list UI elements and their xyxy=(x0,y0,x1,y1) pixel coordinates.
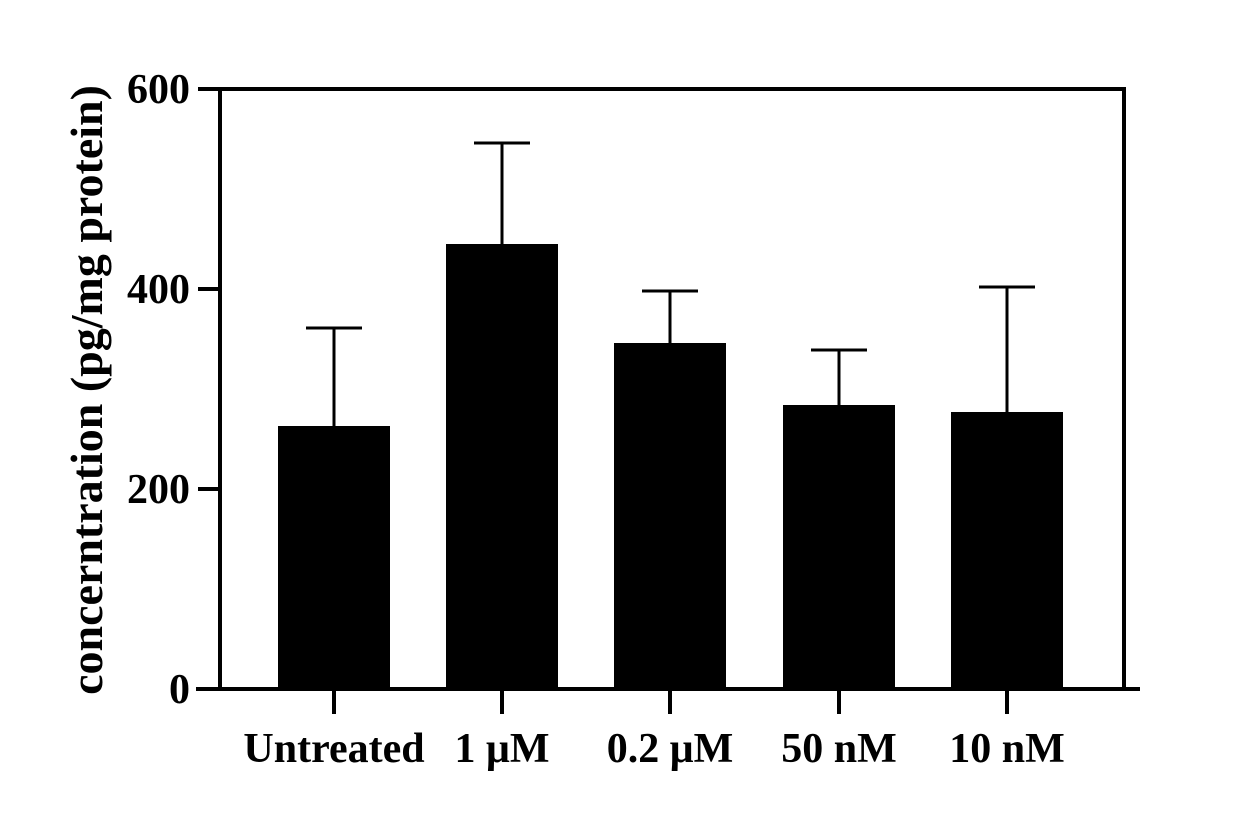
axes-layer xyxy=(196,87,1140,714)
x-tick-label: Untreated xyxy=(243,726,424,772)
y-tick-label: 200 xyxy=(127,467,190,513)
bar xyxy=(446,244,558,689)
x-tick-label: 50 nM xyxy=(781,726,897,772)
bar xyxy=(614,343,726,689)
x-tick-label: 1 μM xyxy=(455,726,550,772)
y-axis-label: concerntration (pg/mg protein) xyxy=(61,85,112,695)
y-tick-label: 400 xyxy=(127,267,190,313)
error-bars-layer xyxy=(306,141,1035,426)
bar xyxy=(278,426,390,689)
bar xyxy=(951,412,1063,689)
labels-layer: 0 200 400 600 Untreated 1 μM 0.2 μM 50 nM 10 nM xyxy=(127,67,1065,772)
y-tick-label: 600 xyxy=(127,67,190,113)
bar xyxy=(783,405,895,689)
y-tick-label: 0 xyxy=(169,667,190,713)
bars-layer xyxy=(278,244,1063,689)
x-tick-label: 10 nM xyxy=(949,726,1065,772)
x-tick-label: 0.2 μM xyxy=(607,726,733,772)
